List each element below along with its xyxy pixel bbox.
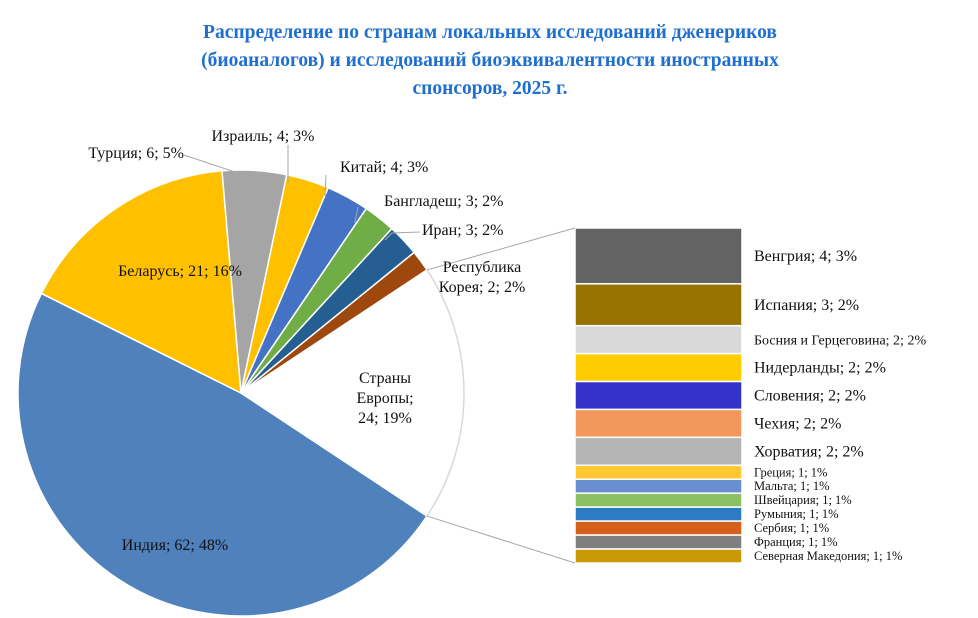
pie-label-4: Израиль; 4; 3%	[211, 128, 314, 145]
data-labels: Венгрия; 4; 3% Испания; 3; 2% Босния и Гер…	[88, 128, 926, 563]
bar-segment-12	[574, 520, 743, 536]
connector-top	[426, 227, 576, 271]
bar-segment-11	[574, 506, 743, 522]
pie-label-2: Беларусь; 21; 16%	[118, 263, 242, 280]
pie-label-5: Китай; 4; 3%	[340, 159, 428, 176]
pie-label-9-line-3: 24; 19%	[358, 410, 412, 427]
bar-segment-2	[574, 283, 743, 327]
connector-bottom	[426, 515, 576, 564]
bar-segment-7	[574, 436, 743, 467]
bar-segment-10	[574, 492, 743, 508]
bar-segment-4	[574, 352, 743, 383]
leader-lines	[183, 145, 576, 564]
leader-line-3	[183, 154, 239, 174]
bar-label-13: Франция; 1; 1%	[754, 535, 838, 549]
bar-label-7: Хорватия; 2; 2%	[754, 443, 864, 460]
bar-label-14: Северная Македония; 1; 1%	[754, 549, 902, 563]
bar-label-5: Словения; 2; 2%	[754, 388, 866, 405]
bar-label-8: Греция; 1; 1%	[754, 465, 827, 479]
leader-line-7	[384, 231, 421, 241]
pie-label-8-line-2: Корея; 2; 2%	[439, 279, 526, 296]
bar-label-6: Чехия; 2; 2%	[754, 415, 841, 432]
bar-segment-5	[574, 380, 743, 411]
bar-label-9: Мальта; 1; 1%	[754, 479, 830, 493]
stacked-bar	[574, 227, 743, 564]
chart-title: Распределение по странам локальных иссле…	[201, 22, 779, 99]
bar-segment-6	[574, 408, 743, 439]
bar-label-3: Босния и Герцеговина; 2; 2%	[754, 334, 926, 349]
title-line-2: (биоаналогов) и исследований биоэквивале…	[201, 50, 779, 71]
bar-segment-1	[574, 227, 743, 285]
bar-segment-9	[574, 478, 743, 494]
pie-label-9-line-2: Европы;	[356, 390, 413, 407]
bar-segment-3	[574, 324, 743, 355]
europe-slice-outline	[426, 269, 465, 517]
bar-segment-13	[574, 534, 743, 550]
bar-label-12: Сербия; 1; 1%	[754, 521, 829, 535]
pie-label-8-line-1: Республика	[443, 259, 522, 276]
pie-label-9-line-1: Страны	[359, 370, 411, 387]
bar-label-10: Швейцария; 1; 1%	[754, 493, 852, 507]
pie-slice-1	[17, 292, 429, 617]
bar-label-1: Венгрия; 4; 3%	[754, 248, 857, 265]
pie-label-7: Иран; 3; 2%	[422, 222, 503, 239]
pie-label-6: Бангладеш; 3; 2%	[384, 193, 503, 210]
title-line-3: спонсоров, 2025 г.	[412, 78, 567, 99]
bar-segment-8	[574, 464, 743, 480]
leader-line-5	[324, 174, 327, 197]
bar-label-2: Испания; 3; 2%	[754, 297, 859, 314]
leader-line-6	[354, 206, 359, 223]
pie-label-3: Турция; 6; 5%	[88, 145, 184, 162]
bar-label-4: Нидерланды; 2; 2%	[754, 360, 886, 377]
title-line-1: Распределение по странам локальных иссле…	[203, 22, 777, 43]
bar-label-11: Румыния; 1; 1%	[754, 507, 839, 521]
pie-label-1: Индия; 62; 48%	[122, 537, 228, 554]
pie	[17, 169, 465, 617]
bar-segment-14	[574, 548, 743, 564]
pie-slice-2	[40, 169, 242, 395]
